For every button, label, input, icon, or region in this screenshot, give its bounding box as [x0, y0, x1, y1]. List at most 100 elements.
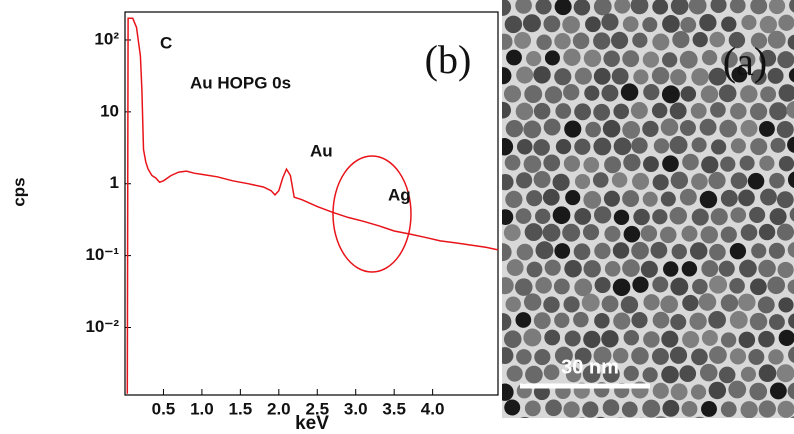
nanoparticle	[652, 276, 669, 293]
nanoparticle	[662, 155, 679, 173]
nanoparticle	[582, 365, 601, 383]
nanoparticle	[672, 418, 688, 434]
nanoparticle	[679, 188, 697, 206]
nanoparticle	[777, 400, 794, 418]
nanoparticle	[721, 16, 737, 32]
nanoparticle	[670, 277, 689, 296]
nanoparticle	[564, 259, 582, 278]
nanoparticle	[604, 261, 621, 277]
nanoparticle	[555, 138, 572, 155]
nanoparticle	[603, 50, 620, 67]
nanoparticle	[740, 401, 758, 418]
nanoparticle	[689, 242, 708, 260]
nanoparticle	[632, 32, 648, 48]
nanoparticle	[504, 154, 521, 171]
nanoparticle	[574, 103, 592, 121]
nanoparticle	[769, 208, 787, 226]
nanoparticle	[574, 278, 593, 297]
nanoparticle	[642, 191, 658, 207]
nanoparticle	[503, 330, 522, 348]
nanoparticle	[515, 102, 534, 121]
nanoparticle	[620, 296, 639, 314]
nanoparticle	[502, 101, 511, 119]
nanoparticle	[720, 332, 737, 348]
nanoparticle	[663, 261, 679, 277]
nanoparticle	[613, 312, 631, 330]
nanoparticle	[604, 225, 621, 242]
nanoparticle	[553, 278, 570, 295]
nanoparticle	[748, 348, 765, 365]
nanoparticle	[788, 346, 794, 363]
nanoparticle	[660, 191, 676, 207]
nanoparticle	[574, 138, 591, 155]
nanoparticle	[680, 17, 697, 33]
nanoparticle	[701, 401, 717, 417]
nanoparticle	[662, 399, 680, 417]
nanoparticle	[709, 275, 728, 294]
nanoparticle	[787, 279, 794, 295]
nanoparticle	[688, 0, 707, 15]
nanoparticle	[593, 67, 611, 85]
annotation: Au HOPG 0s	[190, 73, 291, 92]
nanoparticle	[502, 277, 514, 295]
nanoparticle	[574, 208, 592, 225]
nanoparticle	[502, 243, 512, 262]
y-tick-label: 1	[110, 173, 119, 192]
nanoparticle	[708, 67, 727, 86]
nanoparticle	[661, 365, 679, 384]
nanoparticle	[544, 329, 561, 346]
nanoparticle	[768, 0, 786, 15]
nanoparticle	[670, 314, 687, 331]
nanoparticle	[650, 241, 668, 259]
nanoparticle	[643, 294, 660, 311]
nanoparticle	[502, 33, 513, 50]
nanoparticle	[691, 173, 708, 190]
nanoparticle	[701, 156, 719, 174]
nanoparticle	[679, 119, 696, 136]
nanoparticle	[620, 83, 639, 101]
nanoparticle	[739, 259, 757, 278]
nanoparticle	[729, 310, 748, 329]
nanoparticle	[633, 69, 649, 85]
nanoparticle	[596, 416, 606, 418]
nanoparticle	[787, 242, 794, 258]
nanoparticle	[652, 0, 669, 15]
nanoparticle	[698, 293, 717, 311]
nanoparticle	[758, 364, 777, 383]
nanoparticle	[789, 0, 794, 13]
nanoparticle	[729, 278, 745, 294]
nanoparticle	[651, 67, 670, 85]
nanoparticle	[593, 103, 611, 121]
nanoparticle	[503, 85, 522, 103]
nanoparticle	[699, 118, 717, 136]
nanoparticle	[611, 172, 628, 188]
plot-frame	[124, 11, 499, 396]
nanoparticle	[602, 119, 621, 138]
nanoparticle	[623, 365, 639, 381]
nanoparticle	[554, 312, 570, 328]
panel-label: (a)	[723, 39, 767, 84]
nanoparticle	[695, 416, 705, 418]
nanoparticle	[669, 207, 688, 225]
nanoparticle	[630, 102, 648, 119]
nanoparticle	[552, 206, 571, 225]
x-tick-label: 1.5	[229, 399, 253, 418]
nanoparticle	[769, 102, 788, 121]
nanoparticle	[617, 417, 624, 418]
y-axis-label: cps	[9, 177, 28, 206]
nanoparticle	[632, 172, 650, 190]
nanoparticle	[563, 296, 580, 313]
nanoparticle	[710, 208, 728, 226]
nanoparticle	[612, 347, 629, 364]
nanoparticle	[535, 241, 554, 260]
nanoparticle	[652, 33, 670, 51]
nanoparticle	[660, 118, 679, 136]
nanoparticle	[533, 171, 551, 189]
nanoparticle	[768, 314, 785, 331]
nanoparticle	[621, 401, 638, 418]
nanoparticle	[739, 51, 756, 68]
nanoparticle	[718, 84, 737, 103]
nanoparticle	[692, 278, 708, 295]
nanoparticle	[574, 347, 592, 365]
nanoparticle	[601, 13, 619, 31]
